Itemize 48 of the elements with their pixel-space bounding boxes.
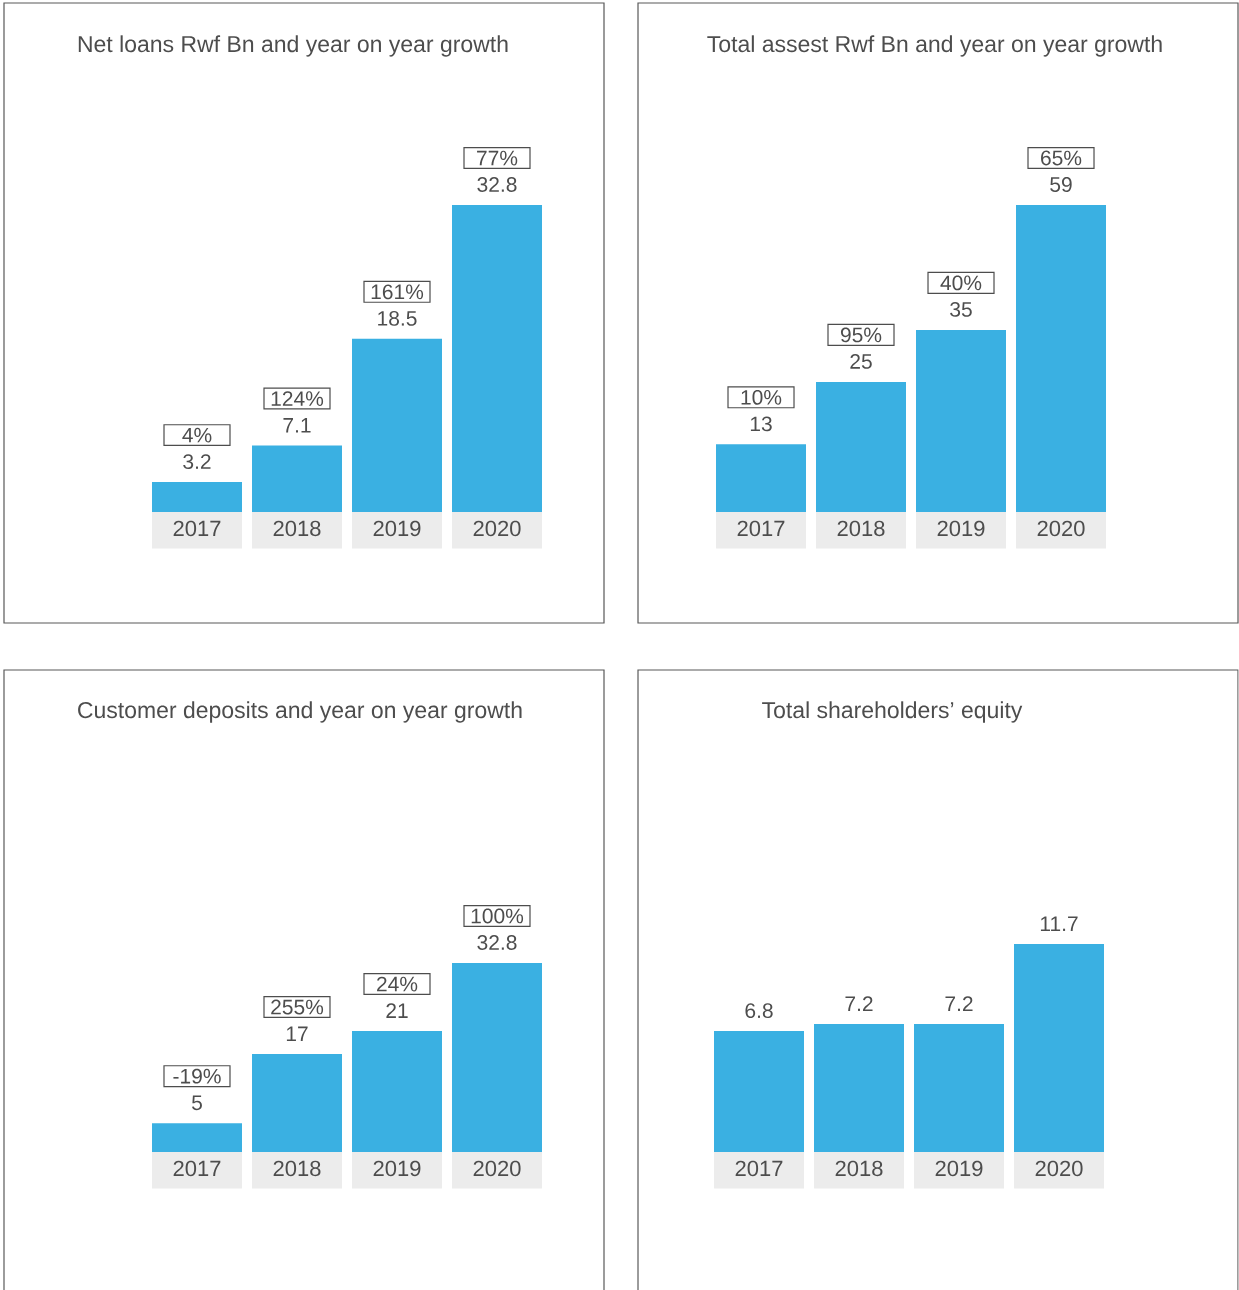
annotation: 100% xyxy=(471,908,524,924)
annotation: -19% xyxy=(173,1068,221,1084)
data-label: 32.8 xyxy=(477,935,517,950)
data-label: 13 xyxy=(750,416,772,432)
x-tick-label: 2020 xyxy=(1037,520,1085,537)
annotation: 77% xyxy=(477,150,518,166)
data-label: 3.2 xyxy=(183,454,211,469)
annotation: 40% xyxy=(940,275,982,291)
x-tick-label: 2019 xyxy=(373,520,421,537)
x-tick-label: 2017 xyxy=(173,520,221,537)
annotation: 124% xyxy=(271,391,324,406)
x-tick-label: 2018 xyxy=(273,1160,321,1177)
annotation: 95% xyxy=(840,327,882,343)
chart-title: Customer deposits and year on year growth xyxy=(78,701,522,723)
annotation: 24% xyxy=(377,976,418,992)
data-label: 35 xyxy=(950,301,972,317)
x-tick-label: 2020 xyxy=(473,520,521,537)
data-label: 7.2 xyxy=(845,996,873,1011)
data-label: 18.5 xyxy=(378,310,417,326)
x-tick-label: 2018 xyxy=(835,1160,883,1177)
data-label: 11.7 xyxy=(1040,916,1078,931)
x-tick-label: 2020 xyxy=(473,1160,521,1177)
x-tick-label: 2019 xyxy=(373,1160,421,1177)
x-tick-label: 2017 xyxy=(735,1160,783,1177)
x-tick-label: 2017 xyxy=(173,1160,221,1177)
chart-title: Total assest Rwf Bn and year on year growth xyxy=(707,35,1162,57)
data-label: 7.1 xyxy=(283,418,311,433)
annotation: 65% xyxy=(1041,150,1082,166)
chart-title: Net loans Rwf Bn and year on year growth xyxy=(78,35,508,57)
data-label: 21 xyxy=(386,1003,408,1018)
data-label: 5 xyxy=(192,1095,202,1111)
data-label: 7.2 xyxy=(945,996,973,1011)
data-label: 25 xyxy=(850,354,872,369)
data-label: 59 xyxy=(1050,177,1072,192)
x-tick-label: 2017 xyxy=(737,520,785,537)
x-tick-label: 2018 xyxy=(273,520,321,537)
x-tick-label: 2018 xyxy=(837,520,885,537)
annotation: 4% xyxy=(182,427,212,443)
x-tick-label: 2020 xyxy=(1035,1160,1083,1177)
annotation: 161% xyxy=(371,284,424,300)
chart-title: Total shareholders’ equity xyxy=(762,701,1023,723)
x-tick-label: 2019 xyxy=(935,1160,983,1177)
data-label: 6.8 xyxy=(745,1003,773,1019)
data-label: 32.8 xyxy=(477,177,517,192)
data-label: 17 xyxy=(286,1026,308,1041)
annotation: 10% xyxy=(741,389,782,405)
x-tick-label: 2019 xyxy=(937,520,985,537)
annotation: 255% xyxy=(271,999,324,1015)
